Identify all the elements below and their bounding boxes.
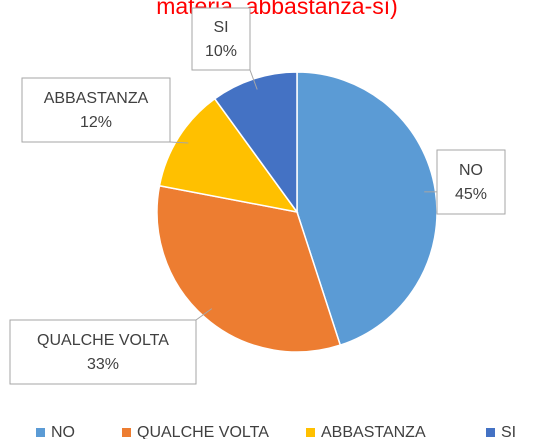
data-label-value: 33% xyxy=(87,356,119,373)
leader-line xyxy=(249,69,258,90)
pie-slice xyxy=(156,184,342,353)
leader-line xyxy=(169,141,189,144)
data-label-name: SI xyxy=(213,19,228,36)
legend-label: SI xyxy=(501,424,516,439)
data-label-name: ABBASTANZA xyxy=(44,90,149,107)
legend-swatch xyxy=(486,428,495,437)
legend-swatch xyxy=(122,428,131,437)
data-label-value: 12% xyxy=(80,114,112,131)
label-box xyxy=(191,7,251,71)
data-label-value: 10% xyxy=(205,43,237,60)
data-label-name: QUALCHE VOLTA xyxy=(37,332,169,349)
data-label-value: 45% xyxy=(455,186,487,203)
legend-swatch xyxy=(306,428,315,437)
data-label-name: NO xyxy=(459,162,483,179)
legend-label: NO xyxy=(51,424,75,439)
legend-label: QUALCHE VOLTA xyxy=(137,424,269,439)
label-box xyxy=(9,319,197,385)
legend-swatch xyxy=(36,428,45,437)
leader-line xyxy=(195,308,213,321)
pie-slice xyxy=(158,97,299,214)
label-box xyxy=(21,77,171,143)
label-box xyxy=(436,149,506,215)
legend-label: ABBASTANZA xyxy=(321,424,426,439)
pie-slice xyxy=(296,71,438,347)
